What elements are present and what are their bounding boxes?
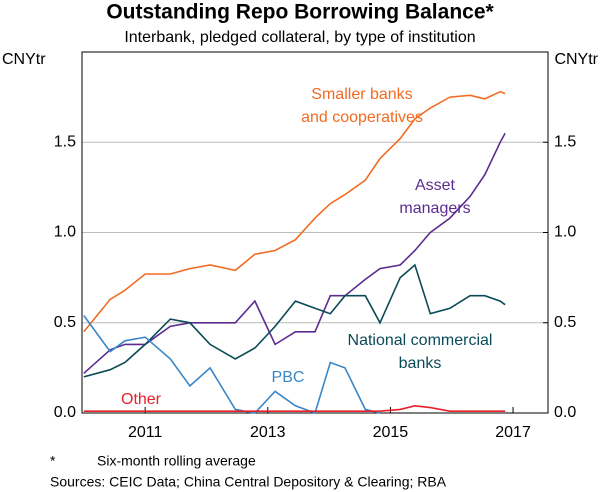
series-label: Asset managers bbox=[399, 177, 471, 217]
footnote: Six-month rolling average bbox=[97, 453, 256, 469]
series-label: National commercial banks bbox=[347, 332, 493, 372]
footnote-marker: * bbox=[50, 453, 56, 469]
chart-subtitle: Interbank, pledged collateral, by type o… bbox=[124, 29, 475, 46]
y-tick-label: 0.0 bbox=[54, 404, 76, 421]
series-line bbox=[83, 132, 506, 374]
y-unit: CNYtr bbox=[2, 51, 46, 68]
x-tick-label: 2015 bbox=[373, 424, 409, 441]
series-line bbox=[83, 263, 506, 378]
x-tick-label: 2011 bbox=[128, 424, 163, 441]
y-tick-label: 1.0 bbox=[54, 224, 76, 241]
x-tick-label: 2017 bbox=[495, 424, 531, 441]
series-label: Other bbox=[120, 391, 162, 408]
y2-tick-label: 0.0 bbox=[554, 404, 576, 421]
y2-unit: CNYtr bbox=[554, 51, 598, 68]
y2-tick-label: 1.0 bbox=[554, 224, 576, 241]
chart-title: Outstanding Repo Borrowing Balance* bbox=[106, 1, 494, 24]
series-line bbox=[83, 404, 506, 412]
series-line bbox=[83, 90, 506, 333]
x-tick-label: 2013 bbox=[250, 424, 286, 441]
series-label: PBC bbox=[271, 369, 305, 386]
y2-tick-label: 0.5 bbox=[554, 314, 576, 331]
sources: Sources: CEIC Data; China Central Deposi… bbox=[50, 474, 447, 490]
series-label: Smaller banks and cooperatives bbox=[301, 86, 423, 126]
y-tick-label: 1.5 bbox=[54, 133, 76, 150]
y2-tick-label: 1.5 bbox=[554, 133, 576, 150]
y-tick-label: 0.5 bbox=[54, 314, 76, 331]
